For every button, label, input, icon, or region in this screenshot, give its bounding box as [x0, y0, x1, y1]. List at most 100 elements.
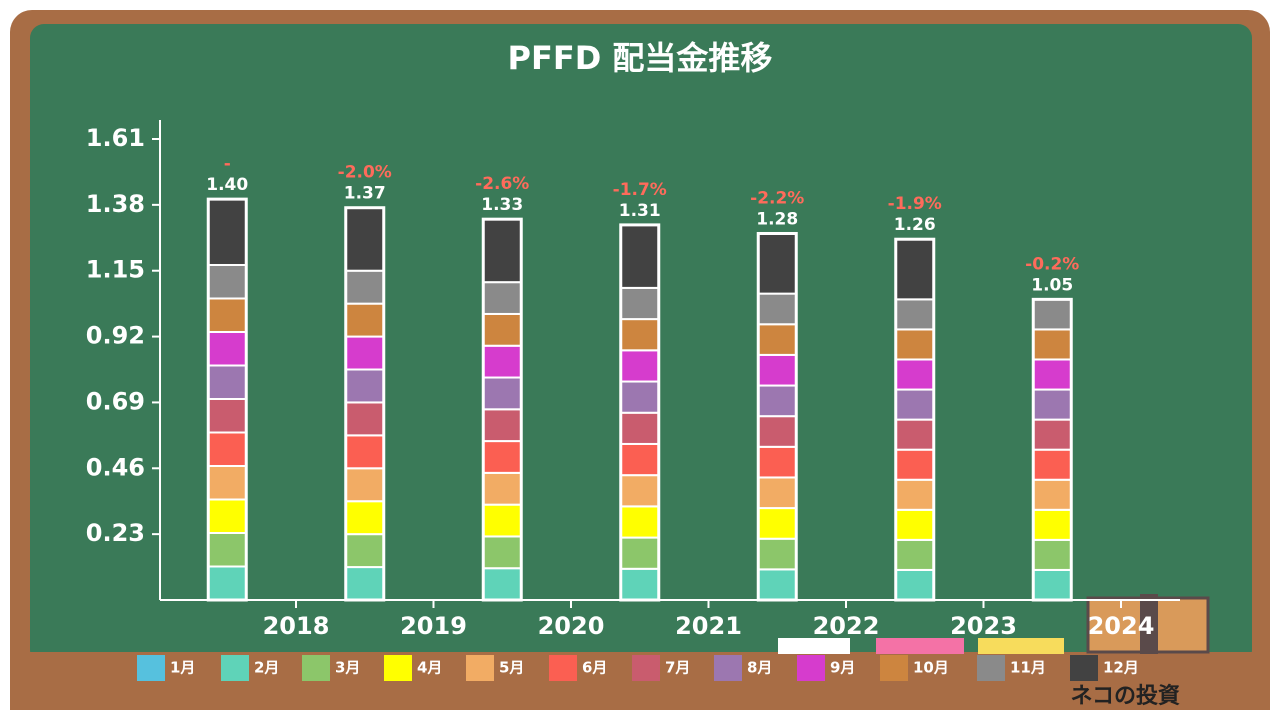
bar-segment — [757, 476, 798, 510]
bar-segment — [894, 328, 935, 361]
legend-label: 12月 — [1103, 659, 1139, 677]
legend-label: 10月 — [913, 659, 949, 677]
bar-segment — [894, 358, 935, 391]
chalk — [778, 638, 850, 654]
bar-segment — [482, 408, 523, 443]
legend-swatch — [549, 655, 577, 681]
bar-segment — [344, 500, 385, 536]
bar-segment — [344, 467, 385, 503]
bar-segment — [207, 531, 248, 568]
bar-segment — [344, 434, 385, 470]
bar-segment — [344, 368, 385, 404]
bar-segment — [344, 533, 385, 569]
legend-label: 11月 — [1010, 659, 1046, 677]
bar-segment — [482, 281, 523, 315]
legend-swatch — [302, 655, 330, 681]
bar-segment — [482, 503, 523, 538]
y-tick-label: 1.15 — [86, 256, 145, 284]
bar-segment — [1032, 508, 1073, 541]
bar-segment — [619, 286, 660, 321]
x-tick-label: 2023 — [950, 612, 1017, 640]
bar-segment — [482, 567, 523, 602]
total-label: 1.40 — [206, 175, 248, 195]
bar-segment — [207, 431, 248, 467]
legend-label: 8月 — [747, 659, 772, 677]
bar-segment — [1032, 328, 1073, 361]
change-label: -2.0% — [338, 163, 392, 183]
change-label: -1.9% — [888, 194, 942, 214]
bar-segment — [1032, 568, 1073, 601]
bar-segment — [344, 269, 385, 305]
y-tick-label: 1.38 — [86, 190, 145, 218]
legend-swatch — [137, 655, 165, 681]
legend-swatch — [221, 655, 249, 681]
chart-title: PFFD 配当金推移 — [508, 39, 773, 77]
chalk — [876, 638, 964, 654]
legend-swatch — [977, 655, 1005, 681]
bar-outline — [1031, 297, 1073, 602]
legend-swatch — [880, 655, 908, 681]
bar-segment — [757, 232, 798, 295]
legend-label: 1月 — [170, 659, 195, 677]
legend-label: 3月 — [335, 659, 360, 677]
bar-segment — [619, 318, 660, 352]
change-label: - — [224, 154, 231, 174]
bar-segment — [1032, 418, 1073, 451]
legend-swatch — [384, 655, 412, 681]
change-label: -1.7% — [613, 180, 667, 200]
bar-segment — [894, 298, 935, 331]
bar-segment — [344, 401, 385, 437]
bar-outline — [894, 237, 936, 602]
bar-segment — [619, 505, 660, 539]
bar-segment — [482, 471, 523, 506]
bar-segment — [757, 537, 798, 571]
x-tick-label: 2022 — [813, 612, 880, 640]
legend-swatch — [466, 655, 494, 681]
bar-segment — [482, 344, 523, 379]
bar-segment — [482, 440, 523, 474]
bar-segment — [619, 223, 660, 289]
y-tick-label: 0.46 — [86, 453, 145, 481]
legend-label: 7月 — [665, 659, 690, 677]
legend-swatch — [1070, 655, 1098, 681]
legend-label: 6月 — [582, 659, 607, 677]
bar-outline — [344, 206, 386, 602]
bar-outline — [481, 217, 523, 602]
bar-segment — [619, 536, 660, 570]
brand: ネコの投資 — [1070, 683, 1180, 709]
bar-segment — [894, 478, 935, 511]
bar-segment — [482, 312, 523, 347]
bar-segment — [894, 388, 935, 421]
bar-segment — [619, 567, 660, 601]
total-label: 1.33 — [481, 195, 523, 215]
y-tick-label: 0.92 — [86, 322, 145, 350]
bar-segment — [894, 418, 935, 451]
bar-segment — [344, 335, 385, 371]
eraser-band — [1140, 594, 1158, 654]
bar-segment — [482, 535, 523, 570]
bar-segment — [757, 323, 798, 356]
x-tick-label: 2018 — [263, 612, 330, 640]
legend-swatch — [797, 655, 825, 681]
bar-segment — [207, 198, 248, 266]
bar-segment — [207, 364, 248, 400]
bar-segment — [894, 538, 935, 571]
x-tick-label: 2019 — [400, 612, 467, 640]
change-label: -2.6% — [475, 174, 529, 194]
bar-segment — [207, 330, 248, 367]
legend-swatch — [632, 655, 660, 681]
bar-segment — [207, 397, 248, 434]
bar-segment — [894, 508, 935, 541]
bar-segment — [619, 380, 660, 414]
x-tick-label: 2020 — [538, 612, 605, 640]
bar-segment — [207, 565, 248, 602]
bar-segment — [757, 568, 798, 602]
y-tick-label: 0.23 — [86, 519, 145, 547]
change-label: -0.2% — [1025, 254, 1079, 274]
bar-segment — [1032, 538, 1073, 571]
bar-segment — [619, 411, 660, 445]
bar-segment — [757, 292, 798, 326]
bar-segment — [1032, 298, 1073, 331]
bar-segment — [344, 206, 385, 272]
bar-outline — [619, 223, 661, 602]
